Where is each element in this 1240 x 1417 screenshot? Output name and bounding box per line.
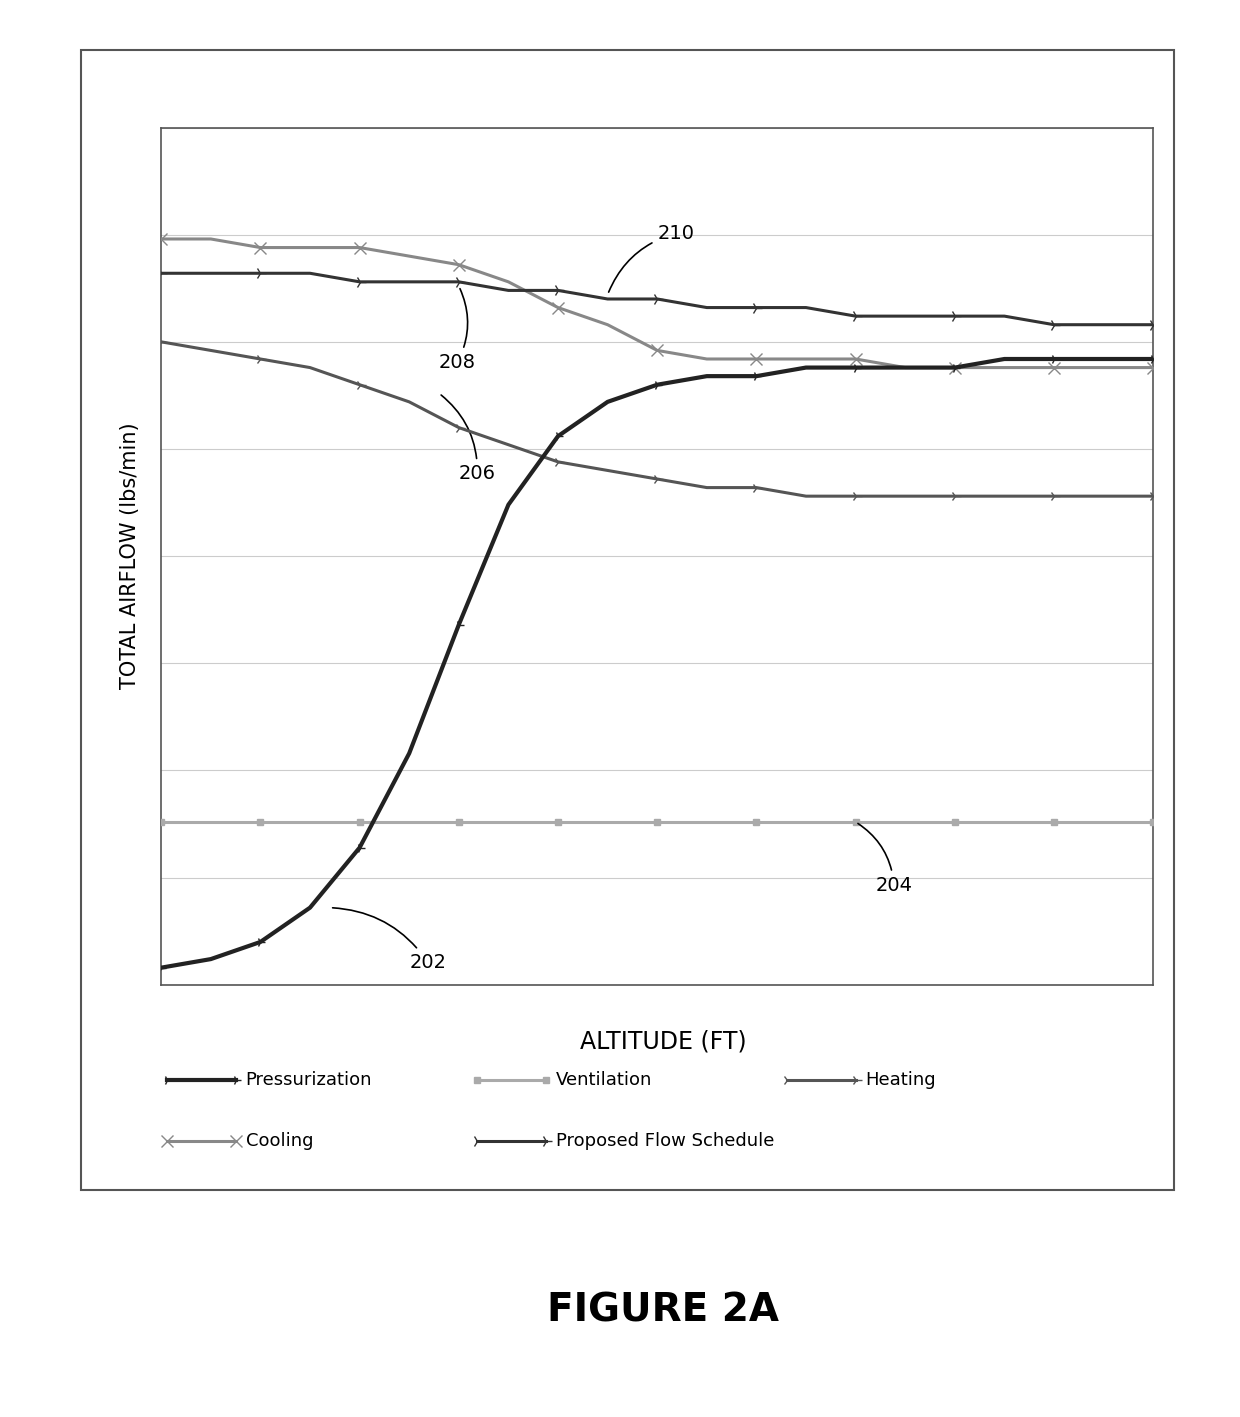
- Text: 204: 204: [858, 823, 913, 894]
- Text: Heating: Heating: [866, 1071, 936, 1088]
- Text: 208: 208: [439, 289, 476, 371]
- Text: 206: 206: [441, 395, 496, 483]
- Text: 210: 210: [609, 224, 694, 292]
- Text: Cooling: Cooling: [246, 1132, 312, 1149]
- Text: Ventilation: Ventilation: [556, 1071, 652, 1088]
- Text: Pressurization: Pressurization: [246, 1071, 372, 1088]
- Text: ALTITUDE (FT): ALTITUDE (FT): [580, 1030, 746, 1053]
- Text: Proposed Flow Schedule: Proposed Flow Schedule: [556, 1132, 774, 1149]
- Y-axis label: TOTAL AIRFLOW (lbs/min): TOTAL AIRFLOW (lbs/min): [120, 422, 140, 690]
- Text: 202: 202: [332, 908, 446, 972]
- Text: FIGURE 2A: FIGURE 2A: [547, 1292, 780, 1329]
